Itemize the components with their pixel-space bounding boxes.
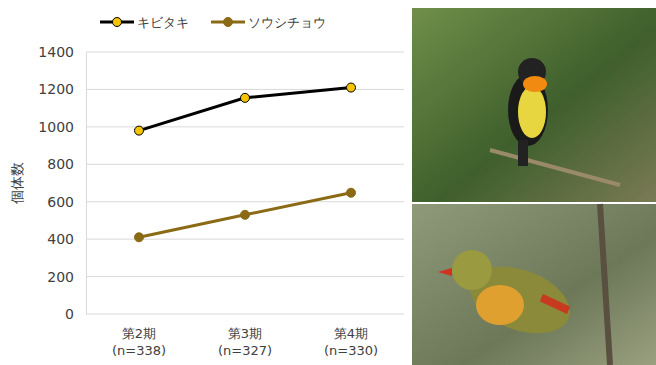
bird-tail	[518, 140, 528, 166]
bird-belly	[518, 86, 546, 138]
tick: 600	[47, 194, 86, 210]
legend-marker	[224, 18, 233, 27]
tick-label: 600	[47, 194, 74, 210]
grid-line	[86, 89, 404, 90]
grid-line	[86, 276, 404, 277]
tick: 1400	[38, 44, 86, 60]
legend: キビタキ ソウシチョウ	[100, 15, 326, 30]
bird	[438, 204, 610, 365]
photos	[412, 8, 656, 365]
legend-label: ソウシチョウ	[248, 15, 326, 30]
grid	[86, 52, 404, 314]
photo	[412, 204, 656, 365]
bird-body	[508, 74, 548, 146]
branch	[600, 204, 610, 365]
plot-area	[135, 83, 356, 242]
tick: 400	[47, 231, 86, 247]
marker	[241, 93, 250, 102]
tick-label-line: 第2期	[122, 326, 156, 341]
bird-head	[452, 250, 492, 290]
line	[139, 193, 351, 238]
bird-beak	[438, 268, 452, 276]
grid-line	[86, 239, 404, 240]
legend-item: キビタキ	[100, 15, 189, 30]
legend-marker	[113, 18, 122, 27]
chart: 0 200 400 600 800 1000 1200 1400 第2期 (n=338) 第3期 (n…	[0, 0, 656, 365]
marker	[347, 83, 356, 92]
tick-label-line: (n=330)	[324, 343, 378, 358]
x-axis: 第2期 (n=338) 第3期 (n=327) 第4期 (n=330)	[112, 326, 378, 358]
tick: 1200	[38, 81, 86, 97]
tick-label: 0	[65, 306, 74, 322]
bird	[490, 58, 620, 185]
line	[139, 88, 351, 131]
tick-label: 第3期 (n=327)	[218, 326, 272, 358]
tick: 0	[65, 306, 86, 322]
bird-breast	[476, 285, 524, 325]
tick-label: 800	[47, 156, 74, 172]
tick-label: 1000	[38, 119, 74, 135]
y-axis-title: 個体数	[9, 162, 25, 204]
tick-label: 200	[47, 269, 74, 285]
tick-label: 第4期 (n=330)	[324, 326, 378, 358]
grid-line	[86, 314, 404, 315]
tick-label: 第2期 (n=338)	[112, 326, 166, 358]
photo	[412, 8, 656, 202]
grid-line	[86, 126, 404, 127]
y-axis: 0 200 400 600 800 1000 1200 1400	[38, 44, 86, 322]
marker	[347, 188, 356, 197]
tick: 800	[47, 156, 86, 172]
tick-label: 400	[47, 231, 74, 247]
grid-line	[86, 52, 404, 53]
legend-label: キビタキ	[137, 15, 189, 30]
tick-label: 1200	[38, 81, 74, 97]
tick-label-line: (n=338)	[112, 343, 166, 358]
legend-item: ソウシチョウ	[211, 15, 326, 30]
tick-label-line: 第3期	[228, 326, 262, 341]
grid-line	[86, 201, 404, 202]
tick: 1000	[38, 119, 86, 135]
tick-label: 1400	[38, 44, 74, 60]
marker	[135, 233, 144, 242]
branch	[490, 150, 620, 185]
bird-throat	[523, 76, 547, 92]
bird-wing-patch	[540, 294, 571, 314]
y-axis-line	[86, 53, 87, 315]
marker	[135, 126, 144, 135]
tick-label-line: (n=327)	[218, 343, 272, 358]
tick-label-line: 第4期	[334, 326, 368, 341]
grid-line	[86, 164, 404, 165]
marker	[241, 210, 250, 219]
tick: 200	[47, 269, 86, 285]
